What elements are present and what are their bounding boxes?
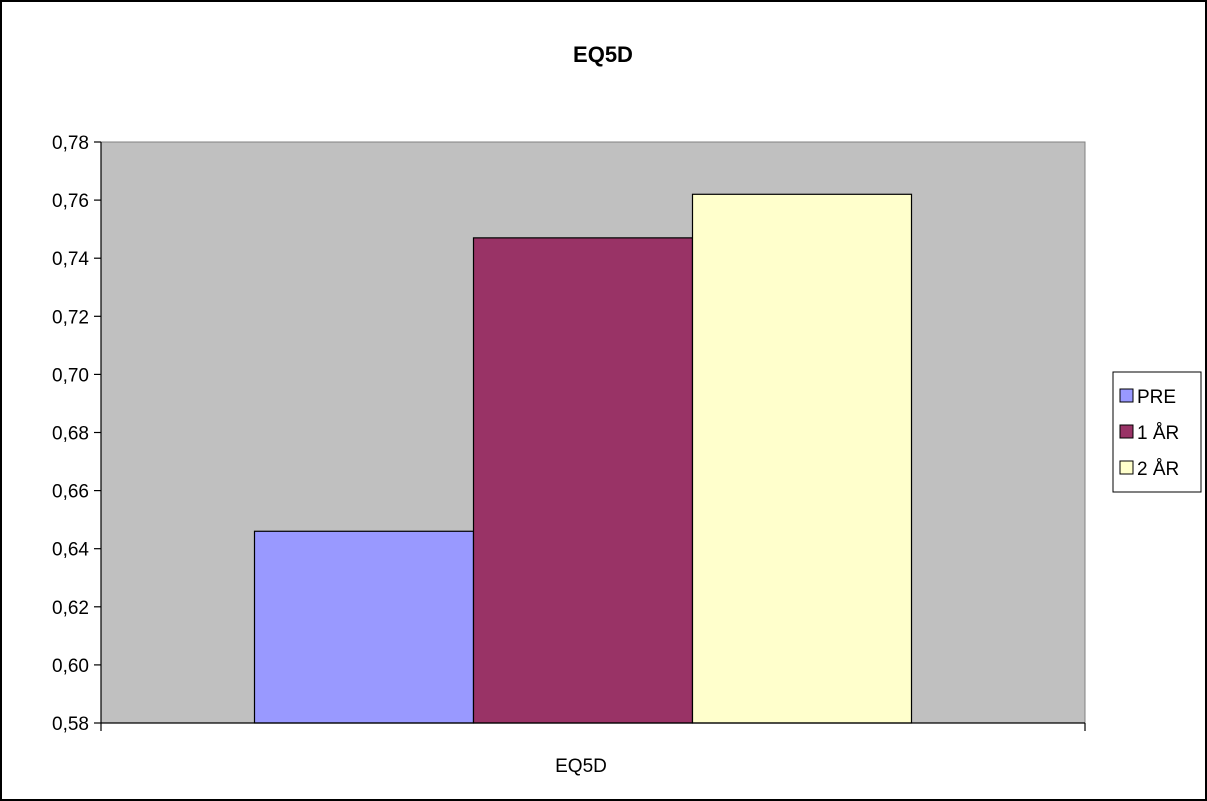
y-tick-label: 0,76 [52, 191, 89, 212]
category-label: EQ5D [555, 756, 607, 777]
category-labels: EQ5D [555, 756, 607, 777]
bar-2-ar [691, 193, 913, 724]
y-tick-label: 0,64 [52, 540, 89, 561]
y-tick-label: 0,70 [52, 365, 89, 386]
axes-group [94, 141, 1086, 731]
bars-group [253, 193, 913, 724]
y-tick-label: 0,62 [52, 598, 89, 619]
legend-swatch [1119, 424, 1134, 439]
y-tick-label: 0,74 [52, 249, 89, 270]
bar-pre [253, 530, 475, 724]
legend-swatch [1119, 388, 1134, 403]
legend-label: 2 ÅR [1137, 459, 1179, 480]
legend-swatch [1119, 460, 1134, 475]
y-tick-labels: 0,58 0,60 0,62 0,64 0,66 0,68 0,70 0,72 0,74 0,76… [52, 133, 89, 735]
legend-label: 1 ÅR [1137, 423, 1179, 444]
y-tick-label: 0,58 [52, 714, 89, 735]
bar-1-ar [472, 237, 694, 724]
y-tick-label: 0,66 [52, 482, 89, 503]
y-tick-label: 0,78 [52, 133, 89, 154]
y-tick-label: 0,72 [52, 307, 89, 328]
legend: PRE 1 ÅR 2 ÅR [1112, 371, 1202, 493]
y-tick-label: 0,60 [52, 656, 89, 677]
y-tick-label: 0,68 [52, 424, 89, 445]
legend-label: PRE [1137, 387, 1176, 408]
chart-title: EQ5D [573, 42, 633, 67]
